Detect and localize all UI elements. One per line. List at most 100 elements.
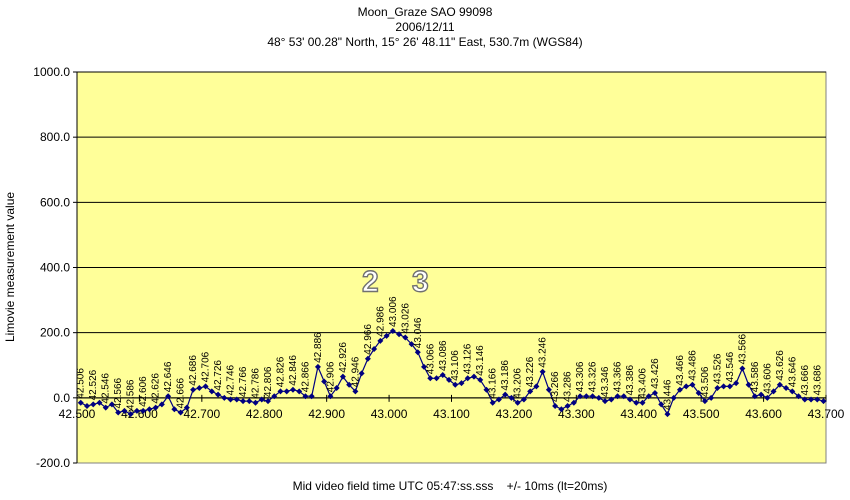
data-point [140, 407, 147, 414]
data-point [720, 383, 727, 390]
data-point [514, 399, 521, 406]
data-point [795, 393, 802, 400]
data-point [708, 394, 715, 401]
data-label: 42.826 [276, 356, 287, 387]
data-point [190, 386, 197, 393]
x-tick-label: 43.100 [433, 407, 470, 421]
title-line-1: Moon_Graze SAO 99098 [358, 5, 493, 19]
data-label: 43.186 [500, 360, 511, 391]
data-label: 43.366 [613, 361, 624, 392]
data-label: 42.706 [201, 351, 212, 382]
data-label: 43.286 [563, 371, 574, 402]
data-point [489, 399, 496, 406]
data-point [776, 381, 783, 388]
data-label: 42.746 [226, 364, 237, 395]
data-point [327, 393, 334, 400]
data-point [439, 372, 446, 379]
data-point [152, 404, 159, 411]
data-point [633, 399, 640, 406]
data-label: 43.546 [725, 351, 736, 382]
data-label: 43.046 [413, 317, 424, 348]
data-point [527, 388, 534, 395]
annotation-label: 2 [362, 265, 379, 298]
data-point [645, 393, 652, 400]
x-tick-label: 42.700 [183, 407, 220, 421]
data-label: 43.126 [463, 343, 474, 374]
data-point [289, 386, 296, 393]
data-point [96, 399, 103, 406]
data-label: 42.906 [325, 361, 336, 392]
data-point [227, 396, 234, 403]
data-point [552, 402, 559, 409]
data-point [764, 394, 771, 401]
data-point [171, 406, 178, 413]
y-tick-label: 200.0 [40, 326, 70, 340]
x-tick-label: 43.700 [808, 407, 845, 421]
data-point [602, 398, 609, 405]
data-point [751, 393, 758, 400]
data-label: 43.346 [600, 366, 611, 397]
data-point [670, 394, 677, 401]
data-point [177, 409, 184, 416]
title-line-2: 2006/12/11 [395, 20, 454, 34]
data-point [221, 394, 228, 401]
data-point [258, 396, 265, 403]
data-point [115, 409, 122, 416]
data-point [83, 402, 90, 409]
y-axis-label: Limovie measurement value [3, 192, 17, 342]
data-point [133, 407, 140, 414]
y-tick-label: 600.0 [40, 195, 70, 209]
data-point [570, 399, 577, 406]
data-label: 42.966 [363, 324, 374, 355]
data-point [733, 380, 740, 387]
data-label: 43.566 [737, 333, 748, 364]
data-point [421, 363, 428, 370]
data-point [770, 388, 777, 395]
data-point [233, 396, 240, 403]
data-label: 43.526 [712, 353, 723, 384]
y-tick-label: 0.0 [53, 391, 70, 405]
data-point [308, 393, 315, 400]
data-point [533, 383, 540, 390]
data-point [714, 385, 721, 392]
x-tick-label: 43.000 [371, 407, 408, 421]
data-point [402, 334, 409, 341]
data-point [414, 349, 421, 356]
series-line [77, 328, 827, 418]
data-point [783, 385, 790, 392]
data-label: 42.846 [288, 355, 299, 386]
data-point [77, 399, 84, 406]
data-label: 43.326 [588, 361, 599, 392]
data-point [502, 391, 509, 398]
data-label: 43.686 [812, 364, 823, 395]
data-label: 42.786 [251, 368, 262, 399]
data-point [314, 363, 321, 370]
data-label: 42.986 [375, 306, 386, 337]
data-point [339, 373, 346, 380]
data-label: 43.406 [638, 368, 649, 399]
data-point [271, 393, 278, 400]
data-label: 42.766 [238, 366, 249, 397]
data-point [102, 404, 109, 411]
data-point [358, 370, 365, 377]
data-point [745, 381, 752, 388]
data-point [408, 341, 415, 348]
y-tick-label: 1000.0 [33, 65, 70, 79]
data-label: 42.926 [338, 342, 349, 373]
data-point [589, 393, 596, 400]
data-label: 42.626 [151, 373, 162, 404]
data-label: 42.506 [76, 368, 87, 399]
data-point [446, 376, 453, 383]
data-point [577, 393, 584, 400]
data-point [683, 383, 690, 390]
title-line-3: 48° 53' 00.28" North, 15° 26' 48.11" Eas… [267, 35, 582, 49]
data-point [470, 373, 477, 380]
data-point [614, 393, 621, 400]
data-point [820, 398, 827, 405]
data-point [215, 391, 222, 398]
data-label: 43.386 [625, 364, 636, 395]
data-point [283, 388, 290, 395]
data-point [689, 381, 696, 388]
data-point [90, 401, 97, 408]
